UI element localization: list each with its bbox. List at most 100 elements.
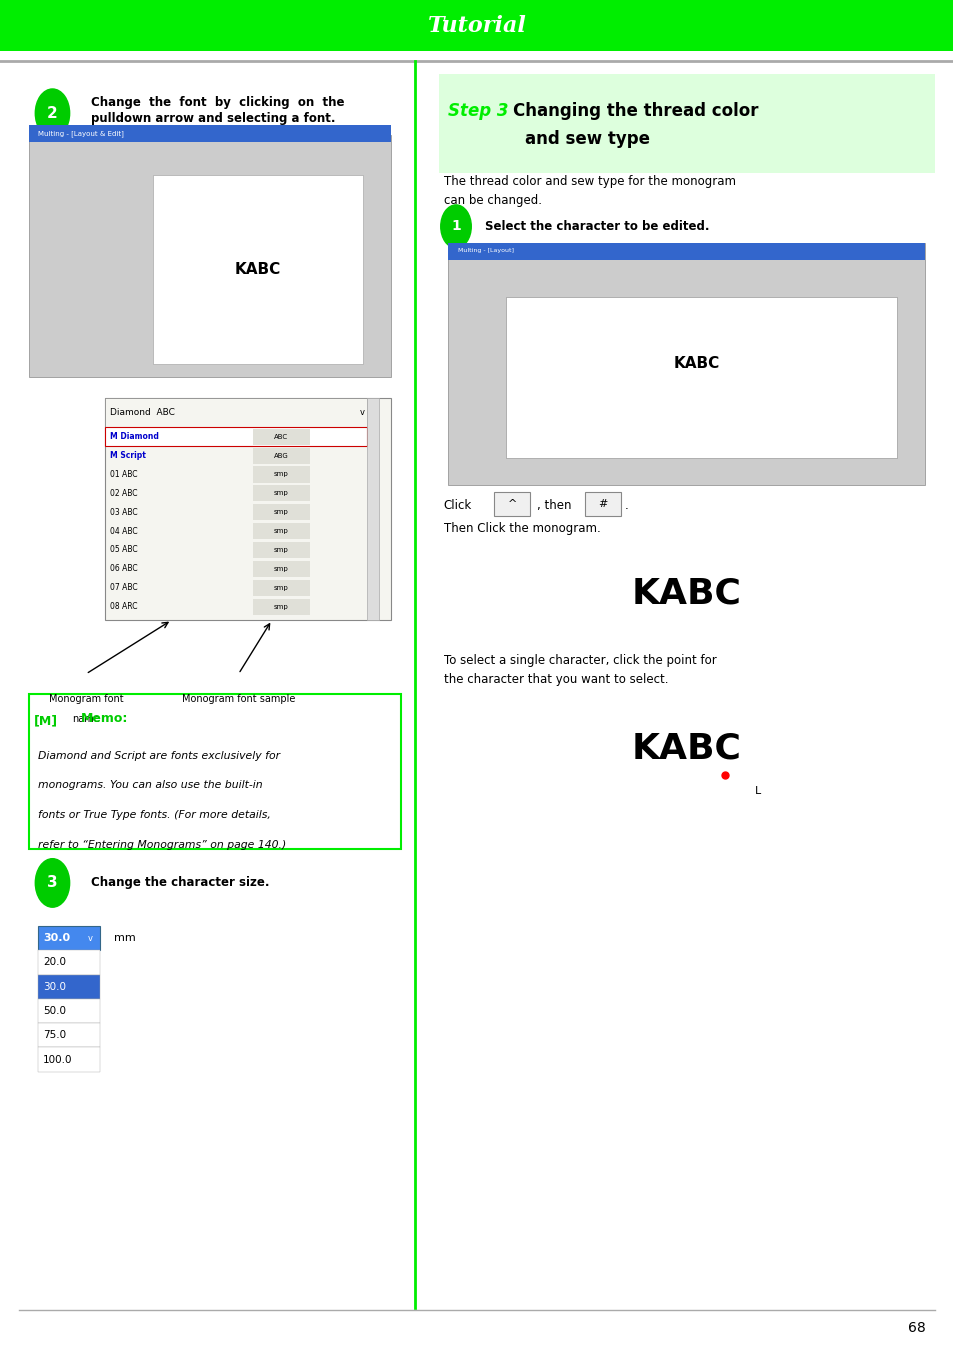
Text: Step 3: Step 3 <box>448 101 508 120</box>
Text: Memo:: Memo: <box>81 712 129 725</box>
Text: Change the character size.: Change the character size. <box>91 876 269 890</box>
Text: Select the character to be edited.: Select the character to be edited. <box>484 220 708 233</box>
Text: Tutorial: Tutorial <box>427 15 526 36</box>
FancyBboxPatch shape <box>448 243 924 485</box>
Text: Multing - [Layout & Edit]: Multing - [Layout & Edit] <box>38 129 124 137</box>
FancyBboxPatch shape <box>38 999 100 1023</box>
Text: and sew type: and sew type <box>524 129 649 148</box>
FancyBboxPatch shape <box>253 466 310 483</box>
FancyBboxPatch shape <box>29 694 400 849</box>
Text: ABG: ABG <box>274 453 289 458</box>
Text: , then: , then <box>537 499 571 512</box>
FancyBboxPatch shape <box>38 975 100 999</box>
FancyBboxPatch shape <box>448 243 924 260</box>
Text: Then Click the monogram.: Then Click the monogram. <box>443 522 599 535</box>
FancyBboxPatch shape <box>253 580 310 596</box>
Text: refer to “Entering Monograms” on page 140.): refer to “Entering Monograms” on page 14… <box>38 840 286 849</box>
Text: 1: 1 <box>451 220 460 233</box>
FancyBboxPatch shape <box>38 926 100 950</box>
Text: 3: 3 <box>47 875 58 891</box>
Text: Monogram font sample: Monogram font sample <box>182 694 294 704</box>
Text: name: name <box>71 714 100 724</box>
Text: v: v <box>359 408 365 417</box>
Text: the character that you want to select.: the character that you want to select. <box>443 673 667 686</box>
Text: 05 ABC: 05 ABC <box>110 546 137 554</box>
Text: Change  the  font  by  clicking  on  the: Change the font by clicking on the <box>91 96 344 109</box>
FancyBboxPatch shape <box>253 429 310 445</box>
FancyBboxPatch shape <box>253 485 310 501</box>
Text: mm: mm <box>114 933 136 944</box>
Text: fonts or True Type fonts. (For more details,: fonts or True Type fonts. (For more deta… <box>38 810 271 820</box>
FancyBboxPatch shape <box>253 599 310 615</box>
FancyBboxPatch shape <box>253 523 310 539</box>
Text: KABC: KABC <box>631 731 741 766</box>
Text: 02 ABC: 02 ABC <box>110 489 137 497</box>
FancyBboxPatch shape <box>105 398 391 620</box>
Text: 30.0: 30.0 <box>43 933 70 944</box>
FancyBboxPatch shape <box>0 0 953 51</box>
FancyBboxPatch shape <box>38 1023 100 1047</box>
FancyBboxPatch shape <box>253 448 310 464</box>
Text: can be changed.: can be changed. <box>443 194 541 208</box>
FancyBboxPatch shape <box>505 297 896 458</box>
Text: 01 ABC: 01 ABC <box>110 470 137 479</box>
Text: 20.0: 20.0 <box>43 957 66 968</box>
Text: smp: smp <box>274 472 289 477</box>
FancyBboxPatch shape <box>105 398 367 427</box>
Circle shape <box>35 89 70 137</box>
Text: 03 ABC: 03 ABC <box>110 508 137 516</box>
Text: pulldown arrow and selecting a font.: pulldown arrow and selecting a font. <box>91 112 335 125</box>
Text: 08 ARC: 08 ARC <box>110 603 137 611</box>
Text: KABC: KABC <box>631 576 741 611</box>
Text: #: # <box>598 499 607 510</box>
Circle shape <box>35 859 70 907</box>
FancyBboxPatch shape <box>38 1047 100 1072</box>
FancyBboxPatch shape <box>494 492 530 516</box>
Text: 30.0: 30.0 <box>43 981 66 992</box>
Text: L: L <box>755 786 760 797</box>
Text: Changing the thread color: Changing the thread color <box>513 101 758 120</box>
Text: smp: smp <box>274 528 289 534</box>
Text: Click: Click <box>443 499 472 512</box>
Text: M Script: M Script <box>110 452 146 460</box>
FancyBboxPatch shape <box>105 427 367 446</box>
Text: smp: smp <box>274 604 289 609</box>
Text: 100.0: 100.0 <box>43 1054 72 1065</box>
Text: Monogram font: Monogram font <box>49 694 123 704</box>
Text: KABC: KABC <box>234 262 280 278</box>
Circle shape <box>440 205 471 248</box>
Text: ^: ^ <box>507 499 517 510</box>
Text: The thread color and sew type for the monogram: The thread color and sew type for the mo… <box>443 175 735 189</box>
FancyBboxPatch shape <box>29 125 391 142</box>
Text: .: . <box>624 499 628 512</box>
FancyBboxPatch shape <box>29 135 391 377</box>
FancyBboxPatch shape <box>367 398 378 620</box>
Text: M Diamond: M Diamond <box>110 433 158 441</box>
FancyBboxPatch shape <box>438 74 934 173</box>
FancyBboxPatch shape <box>38 950 100 975</box>
Text: 68: 68 <box>906 1321 924 1335</box>
Text: 50.0: 50.0 <box>43 1006 66 1016</box>
Text: 75.0: 75.0 <box>43 1030 66 1041</box>
Text: 2: 2 <box>47 105 58 121</box>
Text: smp: smp <box>274 547 289 553</box>
Text: smp: smp <box>274 585 289 590</box>
Text: 04 ABC: 04 ABC <box>110 527 137 535</box>
FancyBboxPatch shape <box>253 504 310 520</box>
Text: monograms. You can also use the built-in: monograms. You can also use the built-in <box>38 780 262 790</box>
Text: KABC: KABC <box>673 356 719 372</box>
Text: To select a single character, click the point for: To select a single character, click the … <box>443 654 716 667</box>
FancyBboxPatch shape <box>152 175 362 364</box>
Text: Diamond and Script are fonts exclusively for: Diamond and Script are fonts exclusively… <box>38 751 280 760</box>
Text: 07 ABC: 07 ABC <box>110 584 137 592</box>
Text: 06 ABC: 06 ABC <box>110 565 137 573</box>
FancyBboxPatch shape <box>253 542 310 558</box>
FancyBboxPatch shape <box>584 492 620 516</box>
FancyBboxPatch shape <box>253 561 310 577</box>
Text: smp: smp <box>274 491 289 496</box>
Text: [M]: [M] <box>33 714 58 728</box>
Text: Multing - [Layout]: Multing - [Layout] <box>457 248 514 253</box>
Text: smp: smp <box>274 566 289 572</box>
Text: v: v <box>88 934 93 942</box>
Text: ABC: ABC <box>274 434 288 439</box>
